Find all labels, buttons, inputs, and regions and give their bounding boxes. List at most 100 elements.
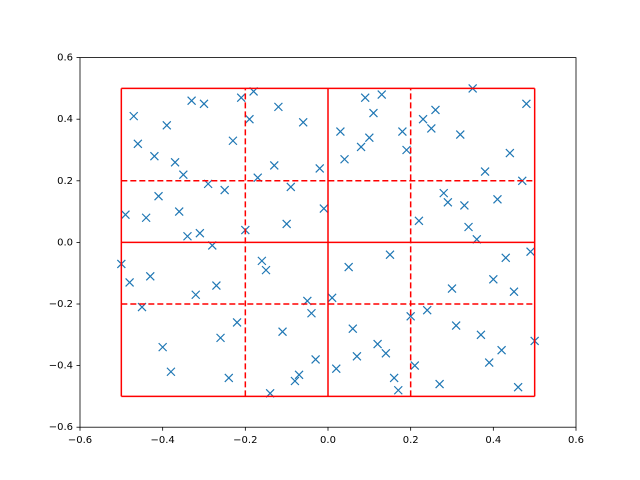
point: [385, 250, 395, 260]
point: [187, 96, 197, 106]
point: [406, 311, 416, 321]
point: [273, 102, 283, 112]
point: [290, 376, 300, 386]
point: [257, 256, 267, 266]
y-tick-label: −0.6: [49, 422, 73, 433]
point: [364, 133, 374, 143]
point: [331, 364, 341, 374]
y-tick-label: 0.6: [57, 53, 73, 64]
point: [459, 201, 469, 210]
point: [170, 157, 180, 167]
x-tick-label: −0.2: [233, 435, 257, 446]
point: [228, 136, 238, 146]
point: [352, 351, 362, 361]
y-tick-label: 0.2: [57, 176, 73, 187]
point: [158, 342, 168, 352]
point: [426, 124, 436, 133]
point: [245, 114, 254, 124]
point: [488, 274, 498, 284]
point: [216, 333, 225, 343]
point: [414, 216, 424, 226]
point: [278, 327, 287, 337]
point: [199, 99, 209, 109]
point: [319, 204, 329, 213]
point: [509, 287, 519, 297]
x-tick-label: −0.6: [68, 435, 92, 446]
point: [493, 194, 502, 204]
point: [220, 185, 230, 195]
point: [443, 197, 453, 207]
point: [521, 99, 531, 109]
x-tick-label: 0.6: [568, 435, 584, 446]
point: [195, 228, 205, 238]
point: [340, 154, 349, 164]
point: [505, 148, 515, 158]
y-tick-label: −0.2: [49, 299, 73, 310]
x-tick-label: −0.4: [151, 435, 175, 446]
point: [269, 160, 279, 170]
point: [129, 111, 139, 121]
point: [232, 318, 242, 327]
point: [422, 305, 432, 315]
point: [501, 253, 511, 263]
point: [282, 219, 292, 229]
point: [224, 373, 234, 383]
point: [162, 120, 172, 130]
point: [526, 247, 535, 257]
point: [191, 290, 201, 300]
point: [455, 130, 465, 140]
point: [236, 93, 246, 103]
point: [513, 382, 523, 392]
point: [418, 114, 428, 124]
point: [335, 127, 345, 136]
x-tick-label: 0.4: [485, 435, 501, 446]
point: [145, 271, 155, 281]
point: [410, 361, 420, 371]
point: [369, 108, 378, 118]
point: [348, 324, 358, 334]
point: [327, 293, 337, 303]
point: [435, 379, 445, 389]
point: [393, 385, 403, 395]
y-tick-label: −0.4: [49, 361, 73, 372]
point: [397, 127, 407, 136]
point: [389, 373, 399, 383]
point: [402, 145, 411, 155]
x-tick-label: 0.0: [320, 435, 336, 446]
point: [356, 142, 366, 152]
point: [298, 117, 308, 127]
point: [311, 355, 321, 364]
point: [261, 265, 271, 275]
point: [125, 278, 135, 287]
point: [381, 348, 391, 358]
y-tick-label: 0.4: [57, 114, 73, 125]
point: [476, 330, 486, 340]
point: [154, 191, 163, 201]
point: [178, 170, 188, 180]
point: [464, 222, 473, 232]
y-tick-label: 0.0: [57, 237, 73, 248]
point: [377, 90, 387, 99]
point: [344, 262, 354, 272]
point: [373, 339, 383, 349]
point: [431, 105, 440, 115]
point: [174, 207, 184, 217]
point: [447, 284, 457, 294]
point: [149, 151, 159, 161]
point: [480, 167, 490, 176]
point: [294, 370, 304, 380]
point: [315, 164, 325, 173]
point: [451, 321, 461, 330]
point: [286, 182, 296, 192]
point: [439, 188, 449, 198]
point: [211, 281, 221, 290]
point: [166, 367, 176, 377]
point: [497, 345, 507, 355]
point: [133, 139, 143, 149]
point: [121, 210, 130, 220]
point: [484, 358, 494, 367]
point: [307, 308, 316, 318]
point: [183, 231, 192, 241]
